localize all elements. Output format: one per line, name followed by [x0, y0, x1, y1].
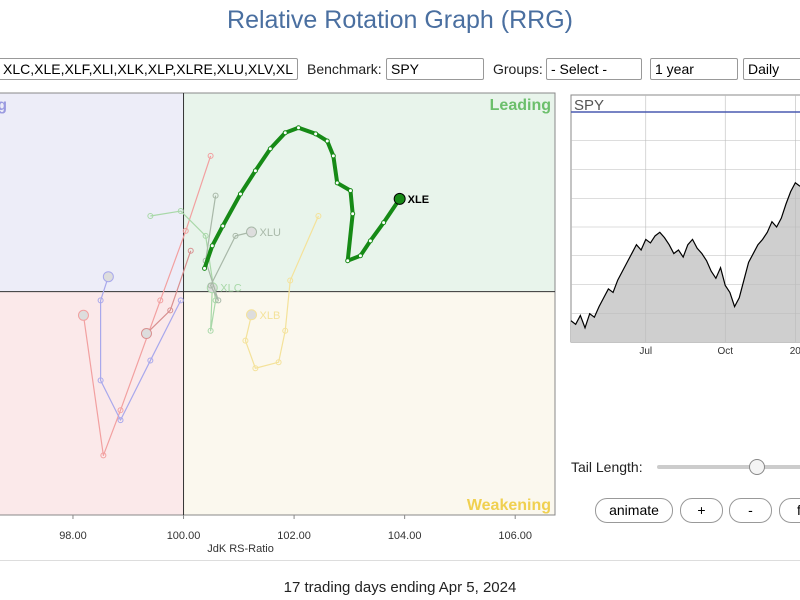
tail-point — [202, 232, 209, 239]
tail-point — [207, 282, 214, 289]
quadrant-label: Leading — [490, 97, 551, 114]
quadrant-improving — [0, 291, 184, 515]
tail-point — [117, 407, 124, 414]
series-label: XLC — [220, 283, 241, 295]
tail-point — [242, 337, 249, 344]
tail-point — [117, 417, 124, 424]
page-title: Relative Rotation Graph (RRG) — [227, 6, 573, 34]
tail-point — [215, 297, 222, 304]
tail-point — [252, 168, 258, 174]
tail-point — [97, 297, 104, 304]
tail — [100, 276, 182, 421]
tail-point — [275, 359, 282, 366]
x-tick-label: 104.00 — [388, 530, 422, 542]
tail-point — [313, 131, 319, 137]
minus-button[interactable]: - — [729, 498, 772, 523]
period-select[interactable]: 1 year — [650, 58, 738, 80]
quadrant-leading — [183, 93, 556, 292]
tail-point — [237, 191, 243, 197]
tail-point — [267, 146, 273, 152]
tail-point — [207, 152, 214, 159]
tail-point — [209, 243, 215, 249]
spy-chart: Jul Oct 20 SPY — [570, 94, 800, 357]
fit-button[interactable]: fi — [779, 498, 800, 523]
tail-point — [177, 208, 184, 215]
tail-head — [246, 309, 258, 321]
tail-point — [187, 247, 194, 254]
series-label: XLB — [260, 310, 281, 322]
tail — [146, 250, 192, 334]
tail-length-label: Tail Length: — [571, 459, 643, 475]
tail-point — [147, 357, 154, 364]
tail-point — [100, 452, 107, 459]
tail-point — [367, 238, 373, 244]
tail — [82, 155, 212, 457]
frequency-select[interactable]: Daily — [743, 58, 800, 80]
series-label: XLU — [260, 227, 281, 239]
tail-head — [393, 192, 406, 205]
symbols-input[interactable]: XLC,XLE,XLF,XLI,XLK,XLP,XLRE,XLU,XLV,XL — [0, 58, 298, 80]
footer: 17 trading days ending Apr 5, 2024 — [283, 579, 517, 596]
plus-button[interactable]: + — [680, 498, 723, 523]
tail-point — [252, 365, 259, 372]
tail-point — [157, 297, 164, 304]
quadrant-lagging — [0, 93, 184, 292]
quadrant-label: Weakening — [467, 497, 551, 514]
quadrant-label: Lagging — [0, 97, 7, 114]
tail — [244, 215, 319, 369]
tail-point — [207, 327, 214, 334]
x-tick-label: 102.00 — [277, 530, 311, 542]
x-tick-label: 100.00 — [167, 530, 201, 542]
tail-head — [246, 226, 258, 238]
tail-point — [177, 297, 184, 304]
tail-point — [212, 192, 219, 199]
tail-point — [167, 307, 174, 314]
panel-title: SPY — [574, 97, 604, 114]
x-tick-label: 106.00 — [498, 530, 532, 542]
x-tick-label: 98.00 — [59, 530, 87, 542]
tail-point — [282, 327, 289, 334]
tail-slider-track[interactable] — [657, 465, 800, 469]
tail-point — [324, 138, 330, 144]
tail-point — [147, 213, 154, 220]
benchmark-label: Benchmark: — [307, 61, 382, 77]
tail-point — [357, 253, 363, 259]
groups-select[interactable]: - Select - — [546, 58, 642, 80]
tail-point — [350, 211, 356, 217]
tail-point — [97, 377, 104, 384]
tail-point — [381, 220, 387, 226]
quadrant-weakening — [183, 291, 556, 515]
tail-point — [345, 258, 351, 264]
x-tick-label: 20 — [790, 346, 800, 357]
tail-head — [102, 271, 114, 283]
tail — [150, 210, 217, 332]
tail-point — [182, 227, 189, 234]
footer-divider — [0, 560, 800, 561]
series-label: XLE — [408, 194, 429, 206]
rrg-chart: Lagging Leading Weakening 98.00 100.00 102.00… — [0, 92, 556, 555]
tail-point — [220, 223, 226, 229]
tail-point — [330, 153, 336, 159]
tail-head — [77, 309, 89, 321]
tail-point — [202, 265, 208, 271]
groups-label: Groups: — [493, 61, 543, 77]
tail-point — [315, 213, 322, 220]
tail-point — [347, 188, 353, 194]
tail-point — [296, 125, 302, 131]
x-tick-label: Jul — [639, 346, 652, 357]
price-line — [570, 181, 800, 330]
tail-point — [287, 277, 294, 284]
tail-point — [232, 232, 239, 239]
tail-point — [282, 130, 288, 136]
price-area — [571, 182, 800, 342]
benchmark-input[interactable]: SPY — [386, 58, 484, 80]
tail-point — [334, 180, 340, 186]
animate-button[interactable]: animate — [595, 498, 673, 523]
x-axis-label: JdK RS-Ratio — [207, 543, 274, 555]
tail-head — [140, 328, 152, 340]
plot-frame — [0, 92, 556, 516]
tail-slider-thumb[interactable] — [749, 459, 765, 475]
x-tick-label: Oct — [717, 346, 733, 357]
